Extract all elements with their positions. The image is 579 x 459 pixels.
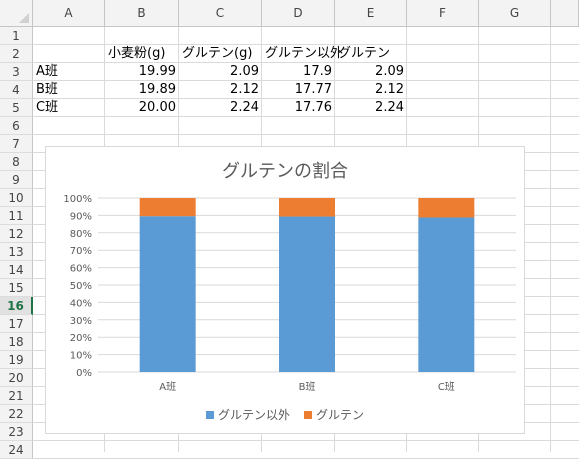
- cell-c6[interactable]: 2.24: [230, 100, 259, 115]
- cell-c4[interactable]: 2.09: [230, 64, 259, 79]
- column-header-h-partial[interactable]: [551, 0, 579, 27]
- cell-d6[interactable]: 17.76: [294, 100, 332, 115]
- row-header-7[interactable]: 7: [0, 135, 33, 153]
- row-header-16[interactable]: 16: [0, 297, 33, 315]
- x-tick-label: B班: [299, 381, 316, 393]
- cell-d4[interactable]: 17.9: [303, 64, 332, 79]
- row-header-6[interactable]: 6: [0, 117, 33, 135]
- cell-d3[interactable]: グルテン以外: [265, 46, 344, 61]
- bar-segment-1: [139, 216, 196, 372]
- chart-plot: 0% 10% 20% 30% 40% 50% 60% 70% 80% 90% 100% A班 B班 C班: [63, 194, 516, 393]
- row-header-10[interactable]: 10: [0, 189, 33, 207]
- cell-e4[interactable]: 2.09: [375, 64, 404, 79]
- column-gridline: [550, 27, 551, 452]
- cell-c3[interactable]: グルテン(g): [182, 46, 253, 61]
- y-tick-label: 10%: [70, 351, 92, 362]
- cell-b3[interactable]: 小麦粉(g): [108, 46, 166, 61]
- column-header-e[interactable]: E: [335, 0, 407, 27]
- y-tick-label: 80%: [70, 229, 92, 240]
- column-header-a[interactable]: A: [33, 0, 105, 27]
- legend-item-series-2[interactable]: グルテン: [304, 406, 364, 423]
- legend-label-series-2: グルテン: [316, 408, 365, 422]
- cell-b4[interactable]: 19.99: [138, 64, 176, 79]
- row-header-20[interactable]: 20: [0, 369, 33, 387]
- y-tick-label: 60%: [70, 264, 92, 275]
- column-header-b[interactable]: B: [105, 0, 179, 27]
- row-header-5[interactable]: 5: [0, 99, 33, 117]
- row-gridline: [33, 134, 579, 135]
- row-header-23[interactable]: 23: [0, 423, 33, 441]
- bar-segment-2: [139, 198, 196, 217]
- row-header-15[interactable]: 15: [0, 279, 33, 297]
- row-header-14[interactable]: 14: [0, 261, 33, 279]
- cell-a4[interactable]: A班: [36, 64, 58, 79]
- bar-segment-1: [418, 217, 475, 372]
- x-tick-label: A班: [159, 381, 176, 393]
- row-header-22[interactable]: 22: [0, 405, 33, 423]
- cell-b6[interactable]: 20.00: [138, 100, 176, 115]
- bar-segment-1: [279, 216, 335, 372]
- cell-b5[interactable]: 19.89: [138, 82, 176, 97]
- chart-legend[interactable]: グルテン以外 グルテン: [46, 406, 524, 423]
- column-header-g[interactable]: G: [479, 0, 551, 27]
- y-tick-label: 30%: [70, 316, 92, 327]
- row-header-24[interactable]: 24: [0, 441, 33, 459]
- y-tick-label: 70%: [70, 246, 92, 257]
- cell-d5[interactable]: 17.77: [294, 82, 332, 97]
- row-header-13[interactable]: 13: [0, 243, 33, 261]
- legend-swatch-series-2: [304, 410, 312, 419]
- row-header-17[interactable]: 17: [0, 315, 33, 333]
- row-gridline: [33, 98, 579, 99]
- row-gridline: [33, 116, 579, 117]
- row-header-1[interactable]: 1: [0, 27, 33, 45]
- select-all-corner[interactable]: [0, 0, 33, 27]
- y-tick-label: 40%: [70, 298, 92, 309]
- row-gridline: [33, 44, 579, 45]
- row-header-3[interactable]: 3: [0, 63, 33, 81]
- y-tick-label: 50%: [70, 281, 92, 292]
- y-tick-label: 20%: [70, 333, 92, 344]
- row-gridline: [33, 80, 579, 81]
- cell-c5[interactable]: 2.12: [230, 82, 259, 97]
- column-header-f[interactable]: F: [407, 0, 479, 27]
- column-header-d[interactable]: D: [262, 0, 335, 27]
- embedded-chart[interactable]: グルテンの割合 0% 10% 20% 30% 40% 50% 60% 70% 80% 90% 100…: [45, 146, 525, 434]
- row-header-2[interactable]: 2: [0, 45, 33, 63]
- row-header-21[interactable]: 21: [0, 387, 33, 405]
- cell-e5[interactable]: 2.12: [375, 82, 404, 97]
- row-header-4[interactable]: 4: [0, 81, 33, 99]
- cell-e6[interactable]: 2.24: [375, 100, 404, 115]
- bar-segment-2: [279, 198, 335, 217]
- row-header-9[interactable]: 9: [0, 171, 33, 189]
- x-tick-label: C班: [438, 381, 455, 393]
- row-header-8[interactable]: 8: [0, 153, 33, 171]
- row-header-19[interactable]: 19: [0, 351, 33, 369]
- cell-e3[interactable]: グルテン: [338, 46, 391, 61]
- cell-a6[interactable]: C班: [36, 100, 59, 115]
- legend-swatch-series-1: [205, 410, 214, 419]
- legend-item-series-1[interactable]: グルテン以外: [205, 406, 290, 423]
- column-header-c[interactable]: C: [179, 0, 262, 27]
- row-header-18[interactable]: 18: [0, 333, 33, 351]
- row-gridline: [33, 62, 579, 63]
- chart-title[interactable]: グルテンの割合: [222, 161, 348, 182]
- legend-label-series-1: グルテン以外: [217, 408, 290, 422]
- row-header-12[interactable]: 12: [0, 225, 33, 243]
- row-gridline: [33, 440, 579, 441]
- y-tick-label: 90%: [70, 211, 92, 222]
- cell-a5[interactable]: B班: [36, 82, 58, 97]
- bar-segment-2: [418, 198, 475, 218]
- y-tick-label: 100%: [63, 194, 92, 205]
- y-tick-label: 0%: [76, 368, 92, 379]
- row-header-11[interactable]: 11: [0, 207, 33, 225]
